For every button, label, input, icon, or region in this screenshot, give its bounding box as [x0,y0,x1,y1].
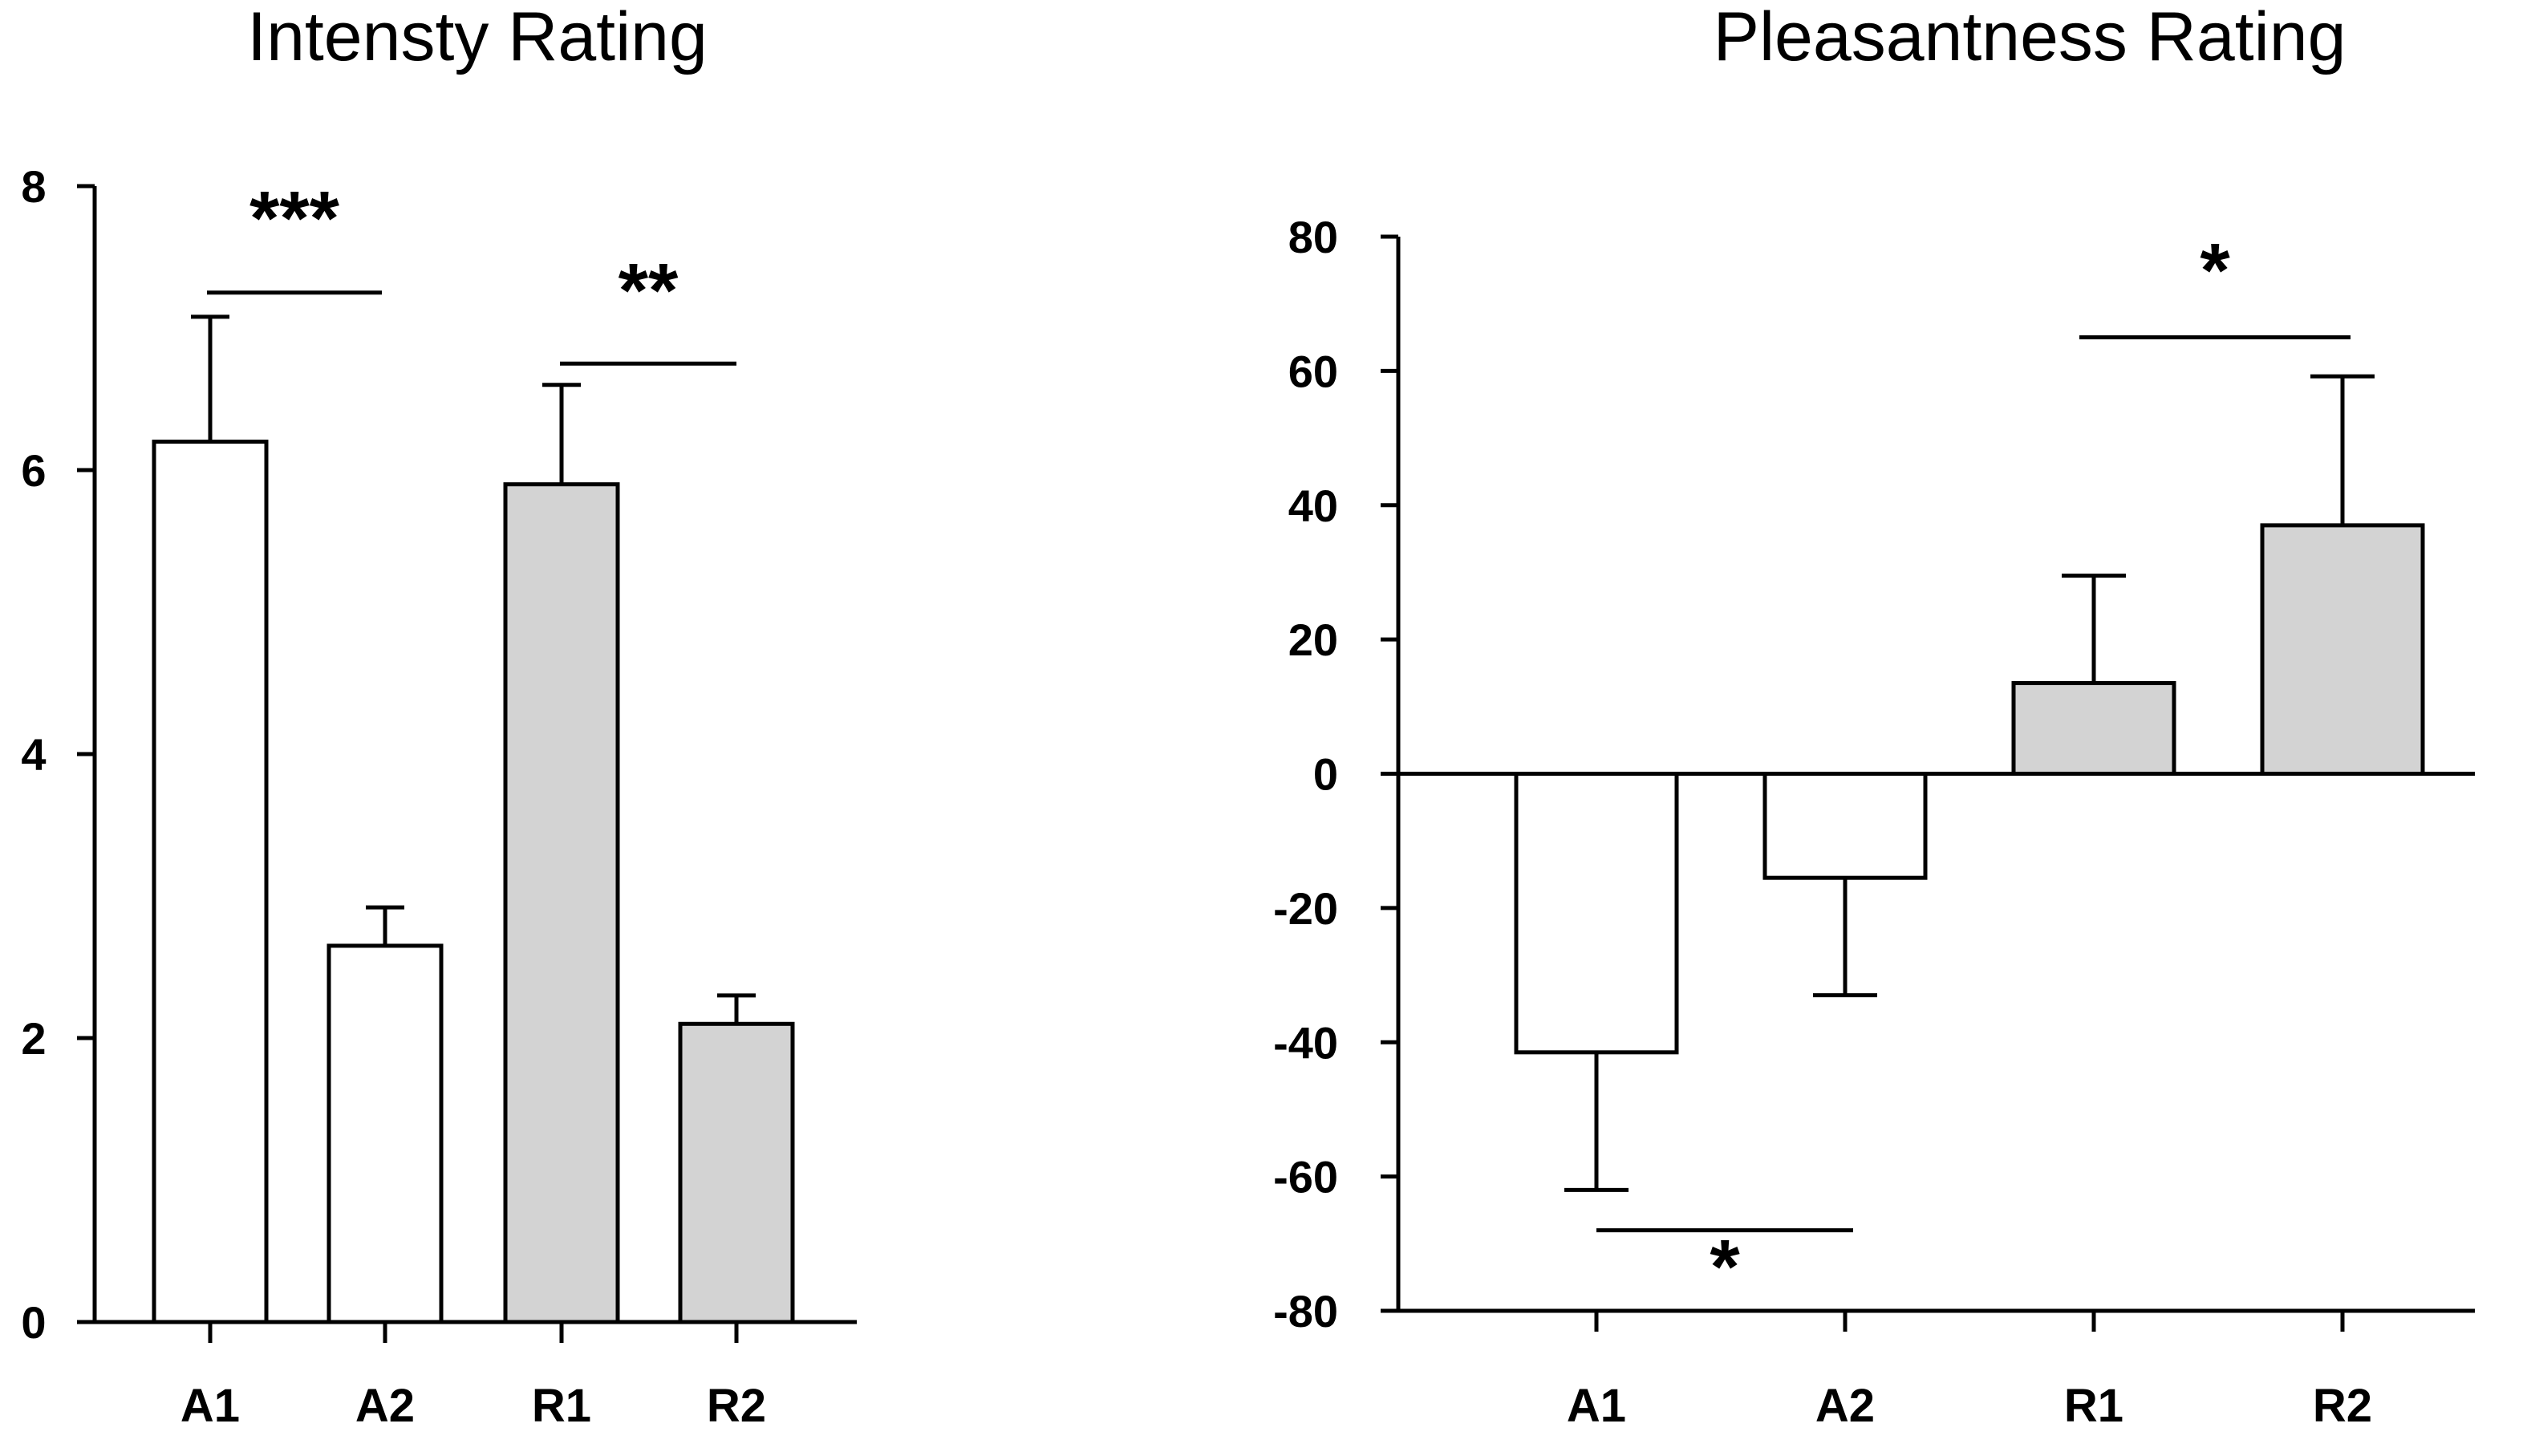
y-tick-label: 2 [21,1013,46,1064]
bar-r2 [678,1021,795,1324]
x-category-label: A1 [1567,1380,1626,1432]
x-category-label: A1 [180,1380,240,1432]
bar-a1 [152,440,269,1324]
bar-r1 [2011,681,2176,776]
y-tick-label: 20 [1288,614,1338,665]
pleasantness-marks: 80 60 40 20 0 -20 -40 -60 -80 A1 A2 R1 R2 * * [1273,212,2475,1432]
significance-label: ** [619,248,679,334]
chart-title: Pleasantness Rating [1714,0,2346,75]
x-category-label: R2 [707,1380,766,1432]
y-tick-label: 0 [21,1297,46,1348]
chart-title: Intensty Rating [247,0,708,75]
bar-r2 [2260,523,2425,776]
x-category-label: R1 [2064,1380,2123,1432]
y-tick-label: 40 [1288,481,1338,531]
bar-a1 [1514,772,1679,1055]
bar-r1 [503,482,620,1324]
significance-label: * [2200,228,2230,314]
x-category-label: A2 [1815,1380,1875,1432]
significance-label: * [1710,1224,1740,1310]
y-tick-label: -80 [1273,1286,1338,1336]
bar-a2 [327,943,444,1324]
y-tick-label: -20 [1273,883,1338,934]
significance-label: *** [249,176,340,262]
y-tick-label: 80 [1288,212,1338,262]
y-tick-label: 60 [1288,346,1338,396]
y-tick-label: 8 [21,161,46,212]
x-category-label: A2 [355,1380,415,1432]
pleasantness-chart: Pleasantness Rating 80 60 40 20 0 -20 -40 -60 -8… [1273,0,2475,1432]
bar-a2 [1762,772,1928,880]
y-tick-label: 4 [21,729,46,780]
y-tick-label: -60 [1273,1152,1338,1203]
y-tick-label: 6 [21,445,46,496]
y-tick-label: -40 [1273,1017,1338,1068]
x-category-label: R1 [532,1380,591,1432]
x-category-label: R2 [2313,1380,2372,1432]
y-tick-label: 0 [1313,749,1338,800]
